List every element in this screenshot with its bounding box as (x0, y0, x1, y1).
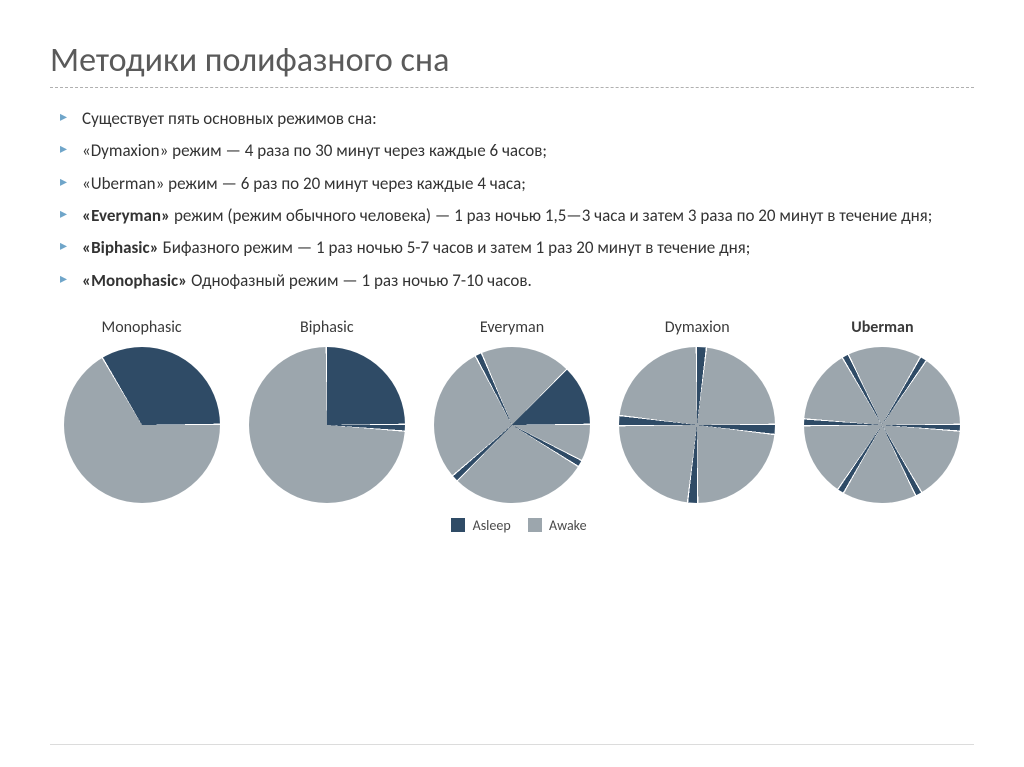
bullet-text: Бифазного режим — 1 раз ночью 5-7 часов … (159, 237, 751, 258)
list-item: «Dymaxion» режим — 4 раза по 30 минут че… (60, 138, 974, 164)
list-item: «Monophasic» Однофазный режим — 1 раз но… (60, 268, 974, 294)
legend-label-asleep: Asleep (473, 517, 511, 534)
pie-wrap (239, 347, 414, 503)
legend-swatch-asleep (451, 518, 465, 532)
bullet-text: Существует пять основных режимов сна: (82, 108, 377, 129)
bullet-text: «Dymaxion» режим — 4 раза по 30 минут че… (82, 140, 547, 161)
pie-wrap (424, 347, 599, 503)
footer-divider (50, 744, 974, 747)
legend-swatch-awake (528, 518, 542, 532)
pie-chart (64, 347, 220, 503)
legend: Asleep Awake (50, 517, 974, 534)
chart-cell: Dymaxion (610, 318, 785, 503)
pie-chart (434, 347, 590, 503)
chart-cell: Everyman (424, 318, 599, 503)
pie-wrap (610, 347, 785, 503)
bullet-bold-lead: «Biphasic» (82, 237, 159, 258)
legend-label-awake: Awake (549, 517, 587, 534)
pie-wrap (54, 347, 229, 503)
pie-chart (804, 347, 960, 503)
list-item: «Biphasic» Бифазного режим — 1 раз ночью… (60, 235, 974, 261)
list-item: Существует пять основных режимов сна: (60, 106, 974, 132)
chart-cell: Biphasic (239, 318, 414, 503)
chart-label: Monophasic (54, 318, 229, 337)
chart-label: Dymaxion (610, 318, 785, 337)
list-item: «Uberman» режим — 6 раз по 20 минут чере… (60, 171, 974, 197)
pie-wrap (795, 347, 970, 503)
bullet-text: «Uberman» режим — 6 раз по 20 минут чере… (82, 173, 526, 194)
bullet-text: Однофазный режим — 1 раз ночью 7-10 часо… (187, 270, 532, 291)
chart-label: Everyman (424, 318, 599, 337)
bullet-bold-lead: «Everyman» (82, 205, 170, 226)
bullet-list: Существует пять основных режимов сна: «Dy… (50, 106, 974, 300)
page-title: Методики полифазного сна (50, 40, 974, 88)
chart-cell: Uberman (795, 318, 970, 503)
slide: Методики полифазного сна Существует пять… (0, 0, 1024, 767)
pie-chart (249, 347, 405, 503)
list-item: «Everyman» режим (режим обычного человек… (60, 203, 974, 229)
charts-row: Monophasic Biphasic Everyman Dymaxion Uberma… (50, 314, 974, 503)
pie-chart (619, 347, 775, 503)
chart-cell: Monophasic (54, 318, 229, 503)
chart-label: Uberman (795, 318, 970, 337)
chart-label: Biphasic (239, 318, 414, 337)
bullet-text: режим (режим обычного человека) — 1 раз … (170, 205, 932, 226)
bullet-bold-lead: «Monophasic» (82, 270, 187, 291)
